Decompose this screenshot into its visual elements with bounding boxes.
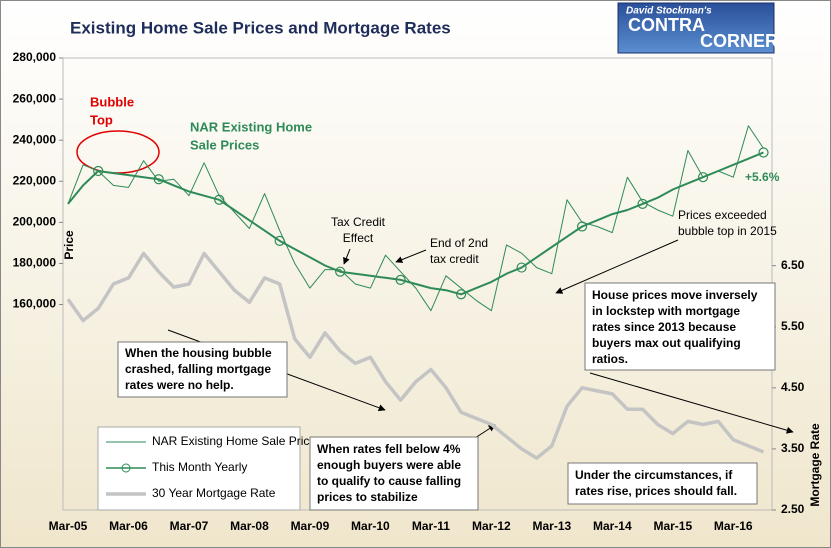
series-marker: [516, 262, 527, 273]
annotation: When rates fell below 4%: [317, 442, 461, 456]
y2-tick-label: 3.50: [781, 441, 805, 455]
x-tick-label: Mar-15: [653, 519, 692, 533]
x-tick-label: Mar-14: [593, 519, 632, 533]
y2-tick-label: 4.50: [781, 380, 805, 394]
logo-text: CORNER: [700, 31, 778, 51]
legend-swatch-marker: [121, 463, 131, 473]
x-tick-label: Mar-10: [351, 519, 390, 533]
y-axis-label: Price: [62, 230, 76, 260]
logo-text: David Stockman's: [626, 6, 712, 17]
x-tick-label: Mar-05: [49, 519, 88, 533]
legend-label: This Month Yearly: [152, 460, 247, 474]
annotation: rates since 2013 because: [592, 320, 736, 334]
series-marker: [456, 289, 467, 300]
series-marker: [576, 221, 588, 232]
legend-label: NAR Existing Home Sale Price: [152, 434, 316, 448]
x-tick-label: Mar-07: [170, 519, 209, 533]
series-marker: [93, 165, 104, 177]
y2-tick-label: 2.50: [781, 502, 805, 516]
annotation: to qualify to cause falling: [317, 474, 461, 488]
series-marker: [214, 194, 225, 205]
y2-tick-label: 6.50: [781, 258, 805, 272]
legend: NAR Existing Home Sale Price This Month Y…: [97, 426, 316, 511]
y2-axis-label: Mortgage Rate: [808, 423, 822, 507]
y-tick-label: 220,000: [13, 173, 57, 187]
y-tick-label: 240,000: [13, 132, 57, 146]
y-tick-label: 280,000: [13, 50, 57, 64]
annotation: Prices exceeded: [678, 208, 767, 222]
series-marker: [758, 147, 769, 158]
annotation: Top: [90, 112, 113, 127]
chart-title: Existing Home Sale Prices and Mortgage R…: [70, 18, 451, 37]
annotation: When the housing bubble: [125, 346, 272, 360]
annotation: in lockstep with mortgage: [592, 304, 740, 318]
annotation-box: [584, 282, 776, 371]
y-tick-label: 180,000: [13, 256, 57, 270]
series-marker: [395, 274, 406, 285]
annotation: Effect: [343, 231, 374, 245]
y-tick-label: 160,000: [13, 297, 57, 311]
annotation-box: [117, 341, 288, 398]
y-tick-label: 200,000: [13, 215, 57, 229]
x-tick-label: Mar-08: [230, 519, 269, 533]
y-tick-label: 260,000: [13, 91, 57, 105]
annotation-box: [309, 436, 479, 511]
series-marker: [637, 198, 648, 209]
annotation: prices to stabilize: [317, 490, 418, 504]
annotation: End of 2nd: [430, 236, 488, 250]
annotation: buyers max out qualifying: [592, 336, 741, 350]
logo-text: CONTRA: [628, 15, 705, 35]
series-line: [67, 151, 764, 296]
annotation: crashed, falling mortgage: [125, 362, 271, 376]
y2-tick-label: 5.50: [781, 319, 805, 333]
annotation: Under the circumstances, if: [575, 468, 733, 482]
annotation: ratios.: [592, 352, 628, 366]
annotation: House prices move inversely: [592, 288, 758, 302]
logo: David Stockman's CONTRA CORNER: [617, 2, 778, 54]
series-marker: [697, 172, 709, 183]
annotation: NAR Existing Home: [190, 119, 312, 134]
annotation: bubble top in 2015: [678, 224, 777, 238]
x-tick-label: Mar-16: [714, 519, 753, 533]
annotation: +5.6%: [745, 170, 780, 184]
x-tick-label: Mar-12: [472, 519, 511, 533]
x-tick-label: Mar-13: [532, 519, 571, 533]
series-marker: [335, 266, 346, 277]
x-tick-label: Mar-11: [412, 519, 450, 533]
annotation: Tax Credit: [331, 215, 386, 229]
series-line: [66, 251, 765, 460]
annotation-box: [567, 462, 758, 505]
annotation: rates were no help.: [125, 378, 234, 392]
series-marker: [153, 174, 164, 185]
x-tick-label: Mar-09: [291, 519, 330, 533]
annotation: tax credit: [430, 252, 479, 266]
legend-label: 30 Year Mortgage Rate: [152, 486, 276, 500]
x-tick-label: Mar-06: [109, 519, 148, 533]
annotation: Sale Prices: [190, 137, 259, 152]
annotation: enough buyers were able: [317, 458, 461, 472]
series-marker: [274, 235, 285, 246]
annotation: Bubble: [90, 94, 134, 109]
annotation: rates rise, prices should fall.: [575, 484, 737, 498]
